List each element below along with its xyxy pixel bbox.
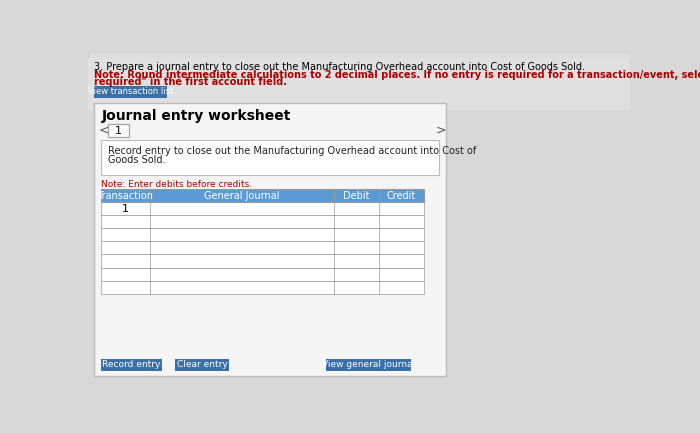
Bar — [102, 359, 162, 371]
Bar — [102, 281, 424, 294]
Bar — [102, 189, 424, 202]
Text: Note: Round intermediate calculations to 2 decimal places. If no entry is requir: Note: Round intermediate calculations to… — [94, 70, 700, 80]
Bar — [326, 359, 412, 371]
Text: Credit: Credit — [386, 191, 416, 200]
Bar — [88, 58, 630, 110]
Text: Clear entry: Clear entry — [177, 360, 228, 369]
Text: Record entry to close out the Manufacturing Overhead account into Cost of: Record entry to close out the Manufactur… — [108, 146, 476, 156]
Bar — [102, 255, 424, 268]
Text: >: > — [435, 124, 446, 137]
Bar — [108, 123, 130, 137]
Bar — [88, 52, 630, 58]
Bar — [102, 241, 424, 255]
Text: 1: 1 — [115, 126, 122, 136]
Text: <: < — [98, 124, 109, 137]
Bar — [94, 86, 167, 98]
Bar — [94, 103, 447, 376]
Text: Transaction: Transaction — [97, 191, 153, 200]
Text: Debit: Debit — [343, 191, 370, 200]
Text: Goods Sold.: Goods Sold. — [108, 155, 165, 165]
Text: View general journal: View general journal — [322, 360, 416, 369]
Bar — [102, 228, 424, 241]
Text: Record entry: Record entry — [102, 360, 161, 369]
Text: View transaction list: View transaction list — [88, 87, 173, 97]
Bar — [175, 359, 230, 371]
Text: 3. Prepare a journal entry to close out the Manufacturing Overhead account into : 3. Prepare a journal entry to close out … — [94, 62, 584, 72]
Bar — [102, 215, 424, 228]
Bar — [102, 202, 424, 215]
Text: 1: 1 — [122, 204, 129, 213]
Bar — [102, 140, 439, 175]
Text: Note: Enter debits before credits.: Note: Enter debits before credits. — [102, 180, 253, 189]
Text: General Journal: General Journal — [204, 191, 279, 200]
Text: Journal entry worksheet: Journal entry worksheet — [102, 109, 290, 123]
Text: required" in the first account field.: required" in the first account field. — [94, 78, 287, 87]
Bar — [102, 268, 424, 281]
